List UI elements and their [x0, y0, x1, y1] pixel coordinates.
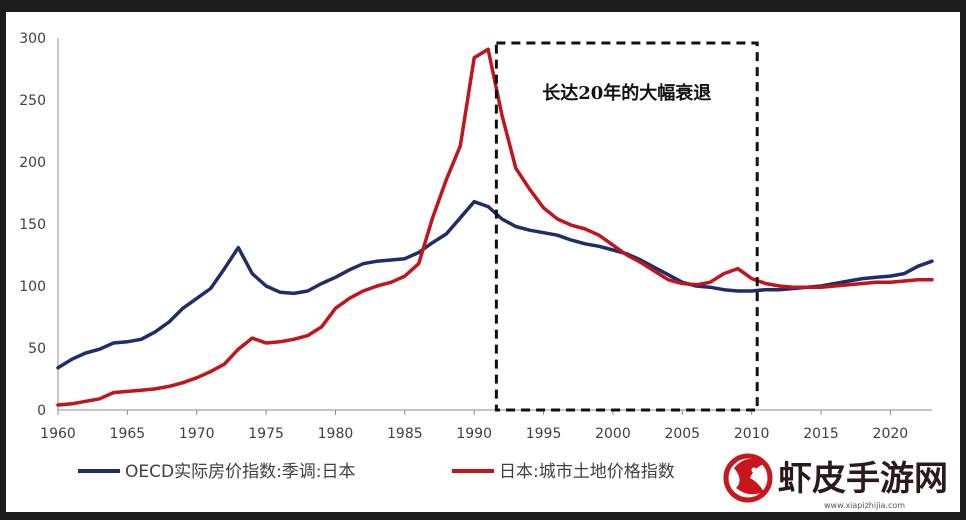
- y-tick-label: 100: [19, 279, 46, 295]
- annotation-layer: 长达20年的大幅衰退: [494, 41, 759, 412]
- recession-highlight-box: [494, 41, 759, 412]
- y-tick-label: 250: [19, 93, 46, 109]
- legend-label-land: 日本:城市土地价格指数: [499, 462, 675, 482]
- x-tick-label: 1970: [179, 426, 215, 442]
- chart-legend: OECD实际房价指数:季调:日本 日本:城市土地价格指数: [78, 462, 675, 482]
- recession-annotation: 长达20年的大幅衰退: [542, 82, 711, 104]
- x-tick-label: 1995: [526, 426, 562, 442]
- x-tick-label: 2020: [873, 426, 909, 442]
- watermark-url: www.xiapizhijia.com: [824, 501, 905, 510]
- x-tick-label: 2005: [664, 426, 700, 442]
- x-tick-label: 1975: [248, 426, 284, 442]
- watermark-logo: 虾皮手游网 www.xiapizhijia.com: [716, 442, 960, 512]
- x-tick-label: 1965: [110, 426, 146, 442]
- x-tick-label: 1960: [40, 426, 76, 442]
- watermark-text: 虾皮手游网: [778, 459, 948, 499]
- y-tick-label: 300: [19, 31, 46, 47]
- chart-panel: 0 50 100 150 200 250 300 1960 1965 1970 1975 1980 1…: [6, 12, 960, 512]
- y-axis-ticks: 0 50 100 150 200 250 300: [19, 31, 46, 419]
- x-axis-ticks: 1960 1965 1970 1975 1980 1985 1990 1995 2000 2005…: [40, 410, 908, 442]
- watermark-icon: [723, 453, 773, 503]
- y-tick-label: 50: [28, 341, 46, 357]
- y-tick-label: 0: [37, 403, 46, 419]
- legend-label-oecd: OECD实际房价指数:季调:日本: [125, 462, 356, 482]
- x-tick-label: 1990: [456, 426, 492, 442]
- x-tick-label: 1985: [387, 426, 423, 442]
- x-tick-label: 2000: [595, 426, 631, 442]
- x-tick-label: 2015: [803, 426, 839, 442]
- y-tick-label: 150: [19, 217, 46, 233]
- x-tick-label: 1980: [318, 426, 354, 442]
- y-tick-label: 200: [19, 155, 46, 171]
- x-tick-label: 2010: [734, 426, 770, 442]
